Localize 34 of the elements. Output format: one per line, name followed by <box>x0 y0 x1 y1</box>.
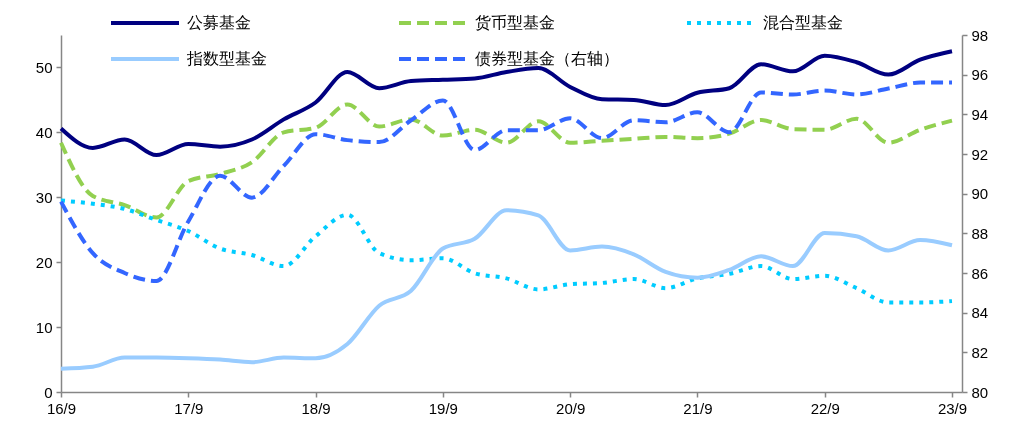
y-tick-label: 10 <box>35 318 53 336</box>
y2-tick-label: 80 <box>971 383 989 401</box>
line-series <box>59 102 955 220</box>
y2-tick-label: 86 <box>971 264 989 282</box>
y-tick-label: 50 <box>35 58 53 76</box>
x-tick-label: 16/9 <box>46 399 77 417</box>
y-tick-label: 30 <box>35 188 53 206</box>
legend-label: 混合型基金 <box>763 14 843 31</box>
line-series <box>59 80 955 283</box>
legend-label: 公募基金 <box>187 14 251 31</box>
y2-tick-label: 84 <box>971 304 989 322</box>
x-tick-label: 17/9 <box>174 399 204 417</box>
y2-tick-label: 92 <box>971 145 989 163</box>
legend-label: 货币型基金 <box>475 14 555 31</box>
x-tick-label: 23/9 <box>937 399 968 417</box>
y-tick-label: 0 <box>44 383 53 401</box>
y2-tick-label: 96 <box>971 66 989 84</box>
x-tick-label: 20/9 <box>556 399 586 417</box>
legend-label: 指数型基金 <box>186 50 267 67</box>
y2-tick-label: 98 <box>971 26 989 44</box>
line-series <box>59 49 955 158</box>
x-tick-label: 19/9 <box>428 399 458 417</box>
line-series <box>59 208 955 371</box>
legend-label: 债券型基金（右轴） <box>475 50 619 67</box>
x-tick-label: 21/9 <box>683 399 713 417</box>
y2-tick-label: 90 <box>971 185 989 203</box>
y2-tick-label: 82 <box>971 343 989 361</box>
y-tick-label: 40 <box>35 123 53 141</box>
x-tick-label: 18/9 <box>301 399 331 417</box>
x-tick-label: 22/9 <box>810 399 840 417</box>
y2-tick-label: 88 <box>971 224 989 242</box>
y2-tick-label: 94 <box>971 105 989 123</box>
line-series <box>59 198 955 305</box>
y-tick-label: 20 <box>35 253 53 271</box>
